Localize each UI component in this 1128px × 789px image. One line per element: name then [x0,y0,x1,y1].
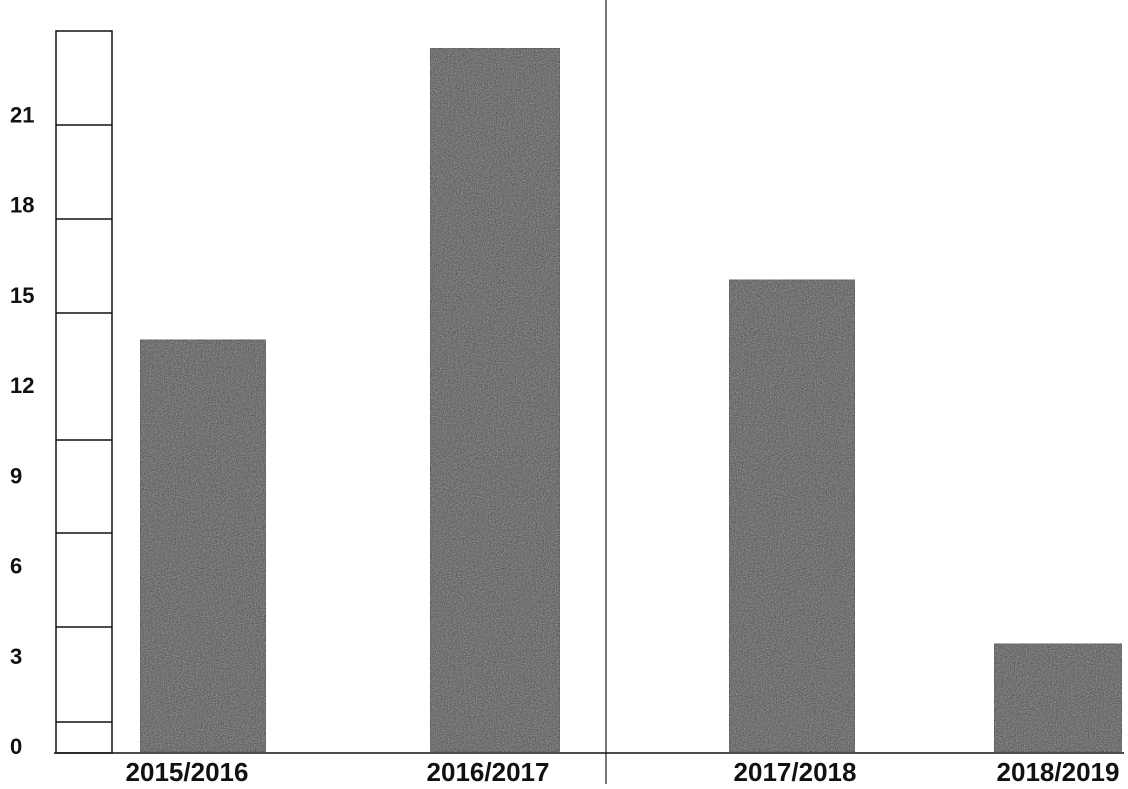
y-tick-label: 3 [10,644,22,669]
y-tick-label: 15 [10,283,34,308]
y-axis-tick-labels: 0 3 6 9 12 15 18 21 [10,102,34,759]
y-tick-label: 21 [10,102,34,127]
x-axis-category-labels: 2015/2016 2016/2017 2017/2018 2018/2019 [126,757,1120,787]
y-tick-label: 9 [10,463,22,488]
bar-2016-2017 [429,47,561,753]
x-category-label: 2018/2019 [997,757,1120,784]
x-category-label: 2017/2018 [734,757,857,784]
y-tick-label: 0 [10,734,22,759]
y-tick-label: 18 [10,193,34,218]
y-tick-label: 6 [10,554,22,579]
bar-2018-2019 [993,642,1123,753]
y-tick-label: 12 [10,373,34,398]
x-category-label: 2015/2016 [126,757,249,784]
bar-2017-2018 [728,278,856,753]
bar-series [139,47,1123,753]
bar-2015-2016 [139,339,267,753]
y-axis-scale-ladder [55,30,113,754]
x-category-label: 2016/2017 [427,757,550,784]
ladder-frame [55,30,113,754]
